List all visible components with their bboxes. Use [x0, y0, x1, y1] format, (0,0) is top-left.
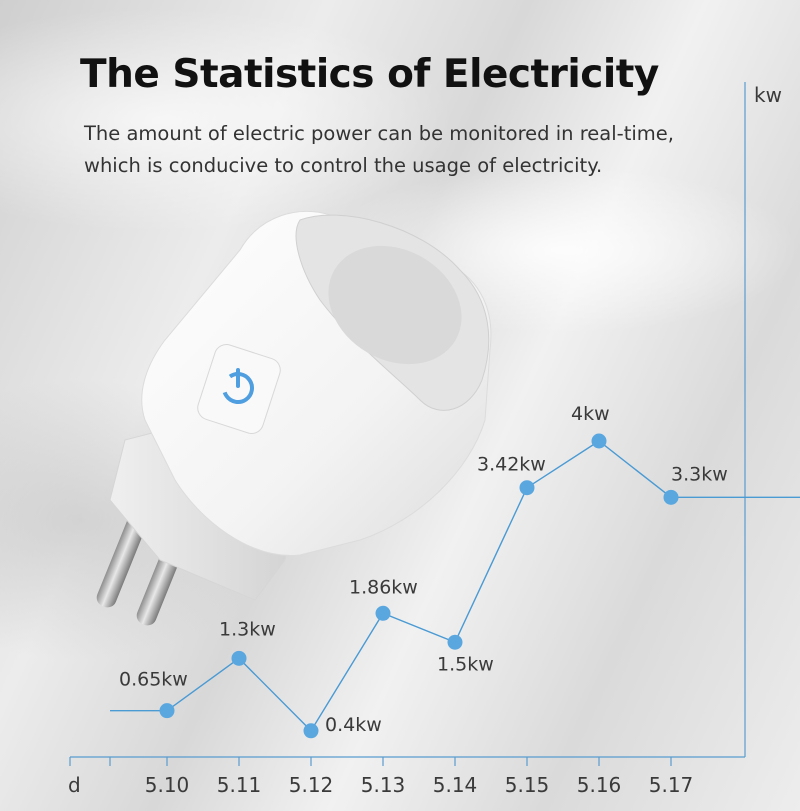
- data-point: [663, 489, 679, 505]
- data-label: 1.86kw: [349, 576, 418, 598]
- y-axis-title: kw: [754, 83, 782, 107]
- data-label: 0.65kw: [119, 669, 188, 691]
- power-icon: [222, 368, 254, 405]
- x-tick-label: 5.17: [649, 773, 694, 797]
- x-tick-label: 5.15: [505, 773, 550, 797]
- x-tick-label: 5.11: [217, 773, 262, 797]
- x-tick-label: 5.13: [361, 773, 406, 797]
- data-label: 3.3kw: [671, 463, 728, 485]
- data-label: 4kw: [571, 403, 610, 425]
- x-tick-label: 5.10: [145, 773, 190, 797]
- series-line: [110, 440, 800, 732]
- x-tick-label: 5.14: [433, 773, 478, 797]
- data-point: [303, 723, 319, 739]
- data-label: 3.42kw: [477, 454, 546, 476]
- data-label: 1.5kw: [437, 653, 494, 675]
- data-point: [159, 703, 175, 719]
- data-point: [447, 634, 463, 650]
- x-tick-label: 5.12: [289, 773, 334, 797]
- x-axis-title: d: [68, 773, 81, 797]
- page-title: The Statistics of Electricity: [80, 52, 659, 97]
- data-label: 0.4kw: [325, 714, 382, 736]
- data-point: [519, 480, 535, 496]
- data-label: 1.3kw: [219, 618, 276, 640]
- x-tick-label: 5.16: [577, 773, 622, 797]
- data-point: [375, 605, 391, 621]
- page-subtitle: The amount of electric power can be moni…: [84, 122, 674, 177]
- data-point: [231, 650, 247, 666]
- data-point: [591, 433, 607, 449]
- power-button: [197, 344, 281, 434]
- plug-body: [141, 210, 492, 556]
